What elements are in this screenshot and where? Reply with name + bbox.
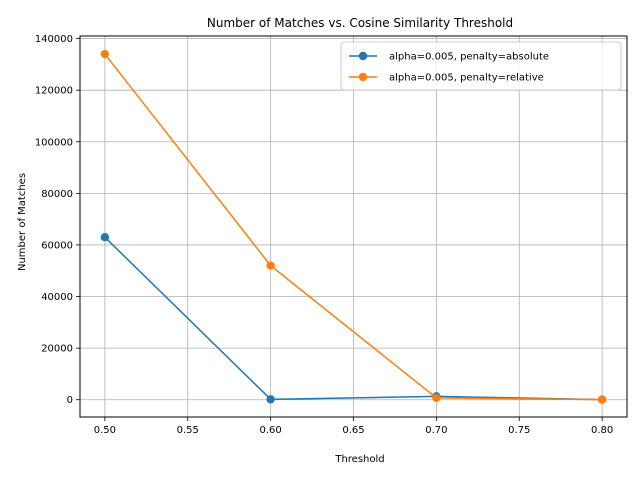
data-point bbox=[432, 393, 441, 403]
data-point bbox=[100, 49, 110, 59]
legend: alpha=0.005, penalty=absolute alpha=0.005… bbox=[340, 41, 622, 91]
data-point bbox=[100, 233, 110, 242]
data-point bbox=[597, 395, 607, 404]
x-tick-label: 0.55 bbox=[177, 425, 199, 436]
x-tick-label: 0.65 bbox=[342, 425, 364, 436]
legend-label: alpha=0.005, penalty=absolute bbox=[389, 52, 549, 63]
series-lines bbox=[100, 49, 607, 404]
x-tick-label: 0.80 bbox=[591, 425, 613, 436]
y-axis-label: Number of Matches bbox=[17, 173, 28, 271]
y-tick-label: 140000 bbox=[35, 34, 73, 45]
y-tick-label: 40000 bbox=[41, 292, 73, 303]
legend-box bbox=[340, 41, 622, 91]
y-tick-label: 60000 bbox=[41, 240, 73, 251]
x-tick-label: 0.50 bbox=[94, 425, 116, 436]
legend-item: alpha=0.005, penalty=absolute bbox=[349, 52, 549, 63]
y-tick-label: 100000 bbox=[35, 137, 73, 148]
series-line bbox=[104, 236, 603, 401]
legend-label: alpha=0.005, penalty=relative bbox=[389, 73, 544, 84]
data-point bbox=[266, 261, 275, 270]
grid bbox=[80, 36, 627, 417]
x-axis-label: Threshold bbox=[334, 454, 384, 465]
y-tick-label: 120000 bbox=[35, 86, 73, 97]
data-point bbox=[266, 395, 275, 404]
y-tick-label: 0 bbox=[67, 395, 73, 406]
series-line bbox=[104, 53, 603, 401]
y-tick-label: 20000 bbox=[41, 344, 73, 355]
legend-marker bbox=[358, 51, 368, 61]
series-1 bbox=[100, 49, 607, 404]
x-tick-label: 0.70 bbox=[425, 425, 447, 436]
chart-title: Number of Matches vs. Cosine Similarity … bbox=[207, 16, 513, 30]
x-tick-label: 0.75 bbox=[508, 425, 530, 436]
axis-ticks: 0.50 0.55 0.60 0.65 0.70 0.75 0.80 0 20000 40000 6… bbox=[35, 34, 613, 436]
y-tick-label: 80000 bbox=[41, 189, 73, 200]
legend-item: alpha=0.005, penalty=relative bbox=[349, 73, 544, 84]
x-tick-label: 0.60 bbox=[259, 425, 281, 436]
legend-marker bbox=[358, 72, 368, 82]
